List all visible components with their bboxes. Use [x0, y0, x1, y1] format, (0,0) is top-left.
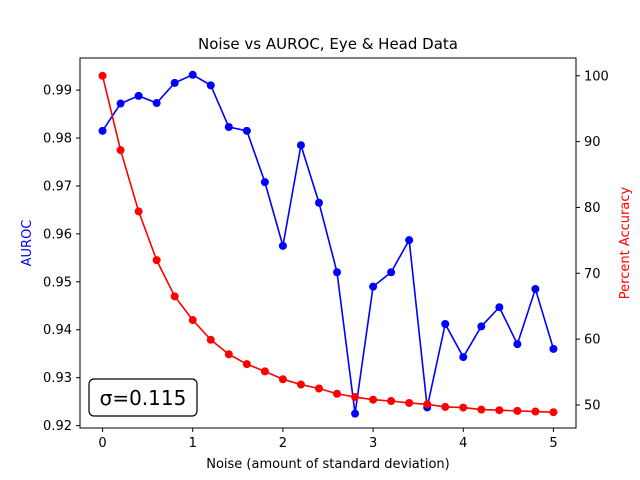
data-point-left [98, 126, 107, 135]
y-right-tick-label: 100 [584, 69, 609, 84]
x-tick-label: 4 [459, 436, 467, 451]
data-point-left [441, 319, 450, 328]
data-point-right [152, 256, 161, 265]
data-point-right [441, 402, 450, 411]
sigma-annotation: σ=0.115 [88, 378, 198, 417]
y-left-tick-label: 0.95 [43, 275, 72, 290]
data-point-left [531, 285, 540, 294]
data-point-left [477, 322, 486, 331]
data-point-right [333, 389, 342, 398]
data-point-left [549, 344, 558, 353]
data-point-left [206, 81, 215, 90]
data-point-right [260, 367, 269, 376]
data-point-right [296, 380, 305, 389]
x-axis-label: Noise (amount of standard deviation) [206, 457, 450, 472]
data-point-left [513, 340, 522, 349]
x-tick-label: 1 [189, 436, 197, 451]
y-axis-left-label: AUROC [20, 220, 35, 267]
y-left-tick-label: 0.99 [43, 84, 72, 99]
data-point-right [278, 375, 287, 384]
y-right-tick-label: 50 [584, 398, 601, 413]
data-point-left [116, 99, 125, 108]
x-tick-label: 3 [369, 436, 377, 451]
data-point-left [369, 282, 378, 291]
data-point-right [495, 406, 504, 415]
data-point-left [152, 99, 161, 108]
data-point-right [369, 395, 378, 404]
data-point-right [116, 146, 125, 155]
data-point-right [531, 407, 540, 416]
y-left-tick-label: 0.97 [43, 179, 72, 194]
annotation-text: σ=0.115 [100, 386, 187, 410]
y-right-tick-label: 70 [584, 267, 601, 282]
chart-title: Noise vs AUROC, Eye & Head Data [198, 35, 458, 53]
data-point-right [170, 292, 179, 301]
plot-area: 0 1 2 3 4 5 0.92 0.93 0.94 0.95 0.96 0.97 0.98 0.99 50… [43, 57, 609, 451]
data-point-left [495, 303, 504, 312]
y-left-tick-label: 0.94 [43, 323, 72, 338]
x-tick-label: 5 [549, 436, 557, 451]
data-point-left [242, 126, 251, 135]
data-point-left [333, 268, 342, 277]
y-left-tick-label: 0.92 [43, 419, 72, 434]
y-left-tick-label: 0.93 [43, 371, 72, 386]
data-point-right [98, 71, 107, 80]
data-point-right [387, 397, 396, 406]
data-point-left [296, 141, 305, 150]
data-point-right [423, 400, 432, 409]
data-point-left [459, 353, 468, 362]
data-point-right [314, 384, 323, 393]
data-point-left [134, 91, 143, 100]
x-tick-label: 2 [279, 436, 287, 451]
data-point-right [188, 316, 197, 325]
data-point-left [170, 78, 179, 87]
y-right-tick-label: 90 [584, 135, 601, 150]
y-right-tick-label: 60 [584, 333, 601, 348]
data-point-right [224, 350, 233, 359]
data-point-left [387, 268, 396, 277]
y-axis-right-label: Percent Accuracy [618, 186, 633, 299]
y-left-tick-label: 0.98 [43, 132, 72, 147]
data-point-right [242, 360, 251, 369]
data-point-left [188, 70, 197, 79]
plot-frame [79, 57, 577, 429]
data-point-right [477, 405, 486, 414]
data-point-right [513, 406, 522, 415]
data-point-left [278, 241, 287, 250]
data-point-left [260, 178, 269, 187]
data-point-right [549, 408, 558, 417]
data-point-right [405, 398, 414, 407]
series-line-left [101, 73, 555, 414]
data-point-right [459, 403, 468, 412]
data-point-right [206, 335, 215, 344]
data-point-left [351, 409, 360, 418]
annotation-box [88, 378, 198, 417]
x-tick-label: 0 [98, 436, 106, 451]
y-right-tick-label: 80 [584, 201, 601, 216]
data-point-left [314, 198, 323, 207]
data-point-left [224, 123, 233, 132]
series-line-right [101, 75, 554, 413]
y-left-tick-label: 0.96 [43, 227, 72, 242]
data-point-right [351, 393, 360, 402]
data-point-left [405, 236, 414, 245]
data-point-right [134, 207, 143, 216]
